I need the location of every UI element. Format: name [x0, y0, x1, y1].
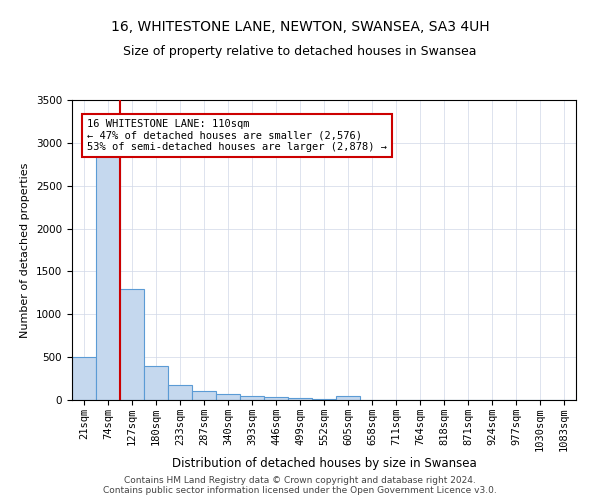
Bar — [120, 288, 144, 400]
Text: Size of property relative to detached houses in Swansea: Size of property relative to detached ho… — [123, 45, 477, 58]
Bar — [240, 396, 264, 400]
Y-axis label: Number of detached properties: Number of detached properties — [20, 162, 31, 338]
Bar — [216, 394, 240, 400]
Bar — [96, 117, 120, 400]
Bar — [288, 398, 312, 400]
Bar — [336, 396, 360, 400]
Text: 16, WHITESTONE LANE, NEWTON, SWANSEA, SA3 4UH: 16, WHITESTONE LANE, NEWTON, SWANSEA, SA… — [110, 20, 490, 34]
Text: 16 WHITESTONE LANE: 110sqm
← 47% of detached houses are smaller (2,576)
53% of s: 16 WHITESTONE LANE: 110sqm ← 47% of deta… — [87, 119, 387, 152]
Bar — [144, 366, 168, 400]
Text: Contains HM Land Registry data © Crown copyright and database right 2024.
Contai: Contains HM Land Registry data © Crown c… — [103, 476, 497, 495]
X-axis label: Distribution of detached houses by size in Swansea: Distribution of detached houses by size … — [172, 457, 476, 470]
Bar — [312, 398, 336, 400]
Bar — [264, 398, 288, 400]
Bar — [168, 385, 192, 400]
Bar — [192, 392, 216, 400]
Bar — [72, 357, 96, 400]
